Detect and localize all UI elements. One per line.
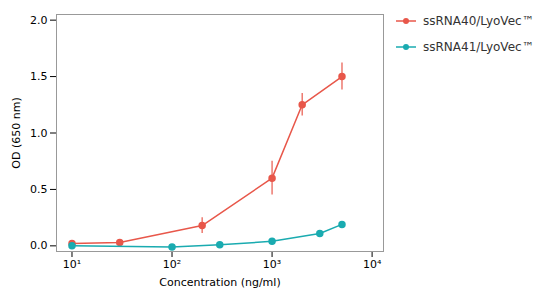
html-text:ssRNA40/LyoVec™: ssRNA40/LyoVec™ — [423, 14, 534, 28]
svg-text:10⁴: 10⁴ — [363, 258, 382, 271]
svg-text:10²: 10² — [163, 258, 181, 271]
svg-text:10¹: 10¹ — [63, 258, 81, 271]
svg-text:0.5: 0.5 — [30, 183, 48, 196]
svg-text:OD (650 nm): OD (650 nm) — [10, 97, 23, 168]
svg-text:10³: 10³ — [263, 258, 281, 271]
html-text:ssRNA41/LyoVec™: ssRNA41/LyoVec™ — [423, 40, 534, 54]
svg-text:1.5: 1.5 — [30, 70, 48, 83]
svg-text:1.0: 1.0 — [30, 127, 48, 140]
svg-text:0.0: 0.0 — [30, 239, 48, 252]
svg-text:2.0: 2.0 — [30, 14, 48, 27]
svg-text:Concentration (ng/ml): Concentration (ng/ml) — [159, 276, 280, 289]
